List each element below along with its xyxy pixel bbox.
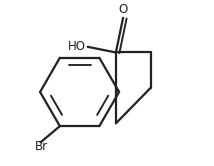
Text: Br: Br bbox=[35, 140, 48, 153]
Text: HO: HO bbox=[68, 40, 86, 53]
Text: O: O bbox=[119, 3, 128, 16]
